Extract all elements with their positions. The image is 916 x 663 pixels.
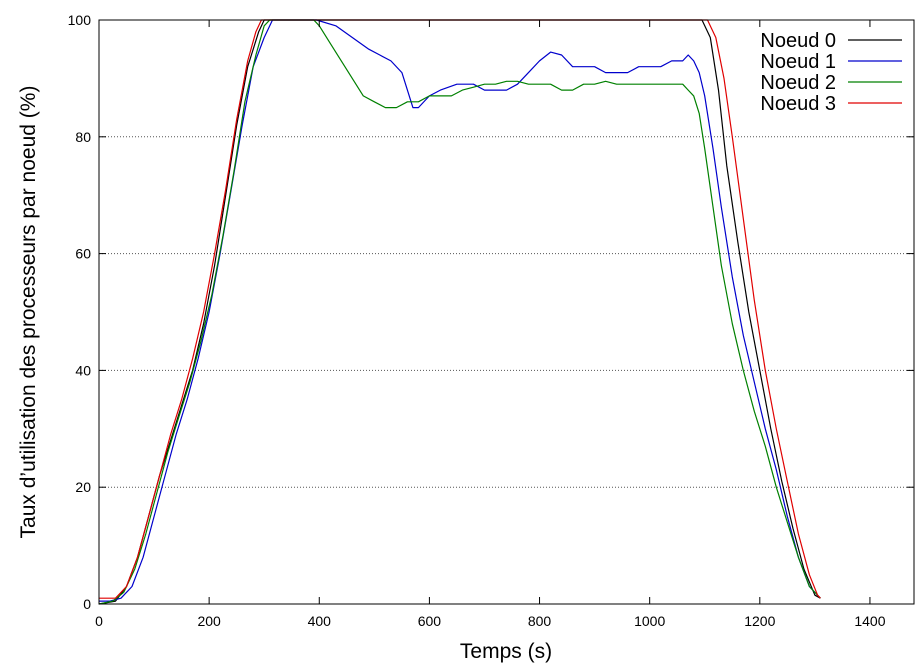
plot-frame <box>98 19 915 605</box>
legend-label-1: Noeud 1 <box>760 51 836 73</box>
x-tick-label: 600 <box>418 613 442 629</box>
x-tick-label: 0 <box>95 613 103 629</box>
x-tick-label: 200 <box>197 613 221 629</box>
x-tick-label: 1400 <box>854 613 885 629</box>
y-tick-label: 80 <box>75 129 91 145</box>
series-lines <box>98 19 821 605</box>
gridlines <box>99 136 914 488</box>
x-tick-label: 800 <box>528 613 552 629</box>
y-tick-label: 0 <box>83 596 91 612</box>
y-tick-label: 60 <box>75 246 91 262</box>
y-tick-label: 100 <box>68 12 92 28</box>
y-axis-title: Taux d’utilisation des processeurs par n… <box>17 86 40 539</box>
series-line-1 <box>99 19 821 602</box>
y-tick-label: 20 <box>75 479 91 495</box>
legend-label-3: Noeud 3 <box>760 93 836 115</box>
y-tick-label: 40 <box>75 362 91 378</box>
x-axis-title: Temps (s) <box>460 640 552 663</box>
x-tick-label: 1200 <box>744 613 775 629</box>
axis-ticks <box>98 19 914 605</box>
x-tick-label: 400 <box>308 613 332 629</box>
series-line-3 <box>99 19 821 599</box>
legend-label-0: Noeud 0 <box>760 30 836 52</box>
series-line-2 <box>98 19 821 605</box>
legend-label-2: Noeud 2 <box>760 72 836 94</box>
x-tick-label: 1000 <box>634 613 665 629</box>
